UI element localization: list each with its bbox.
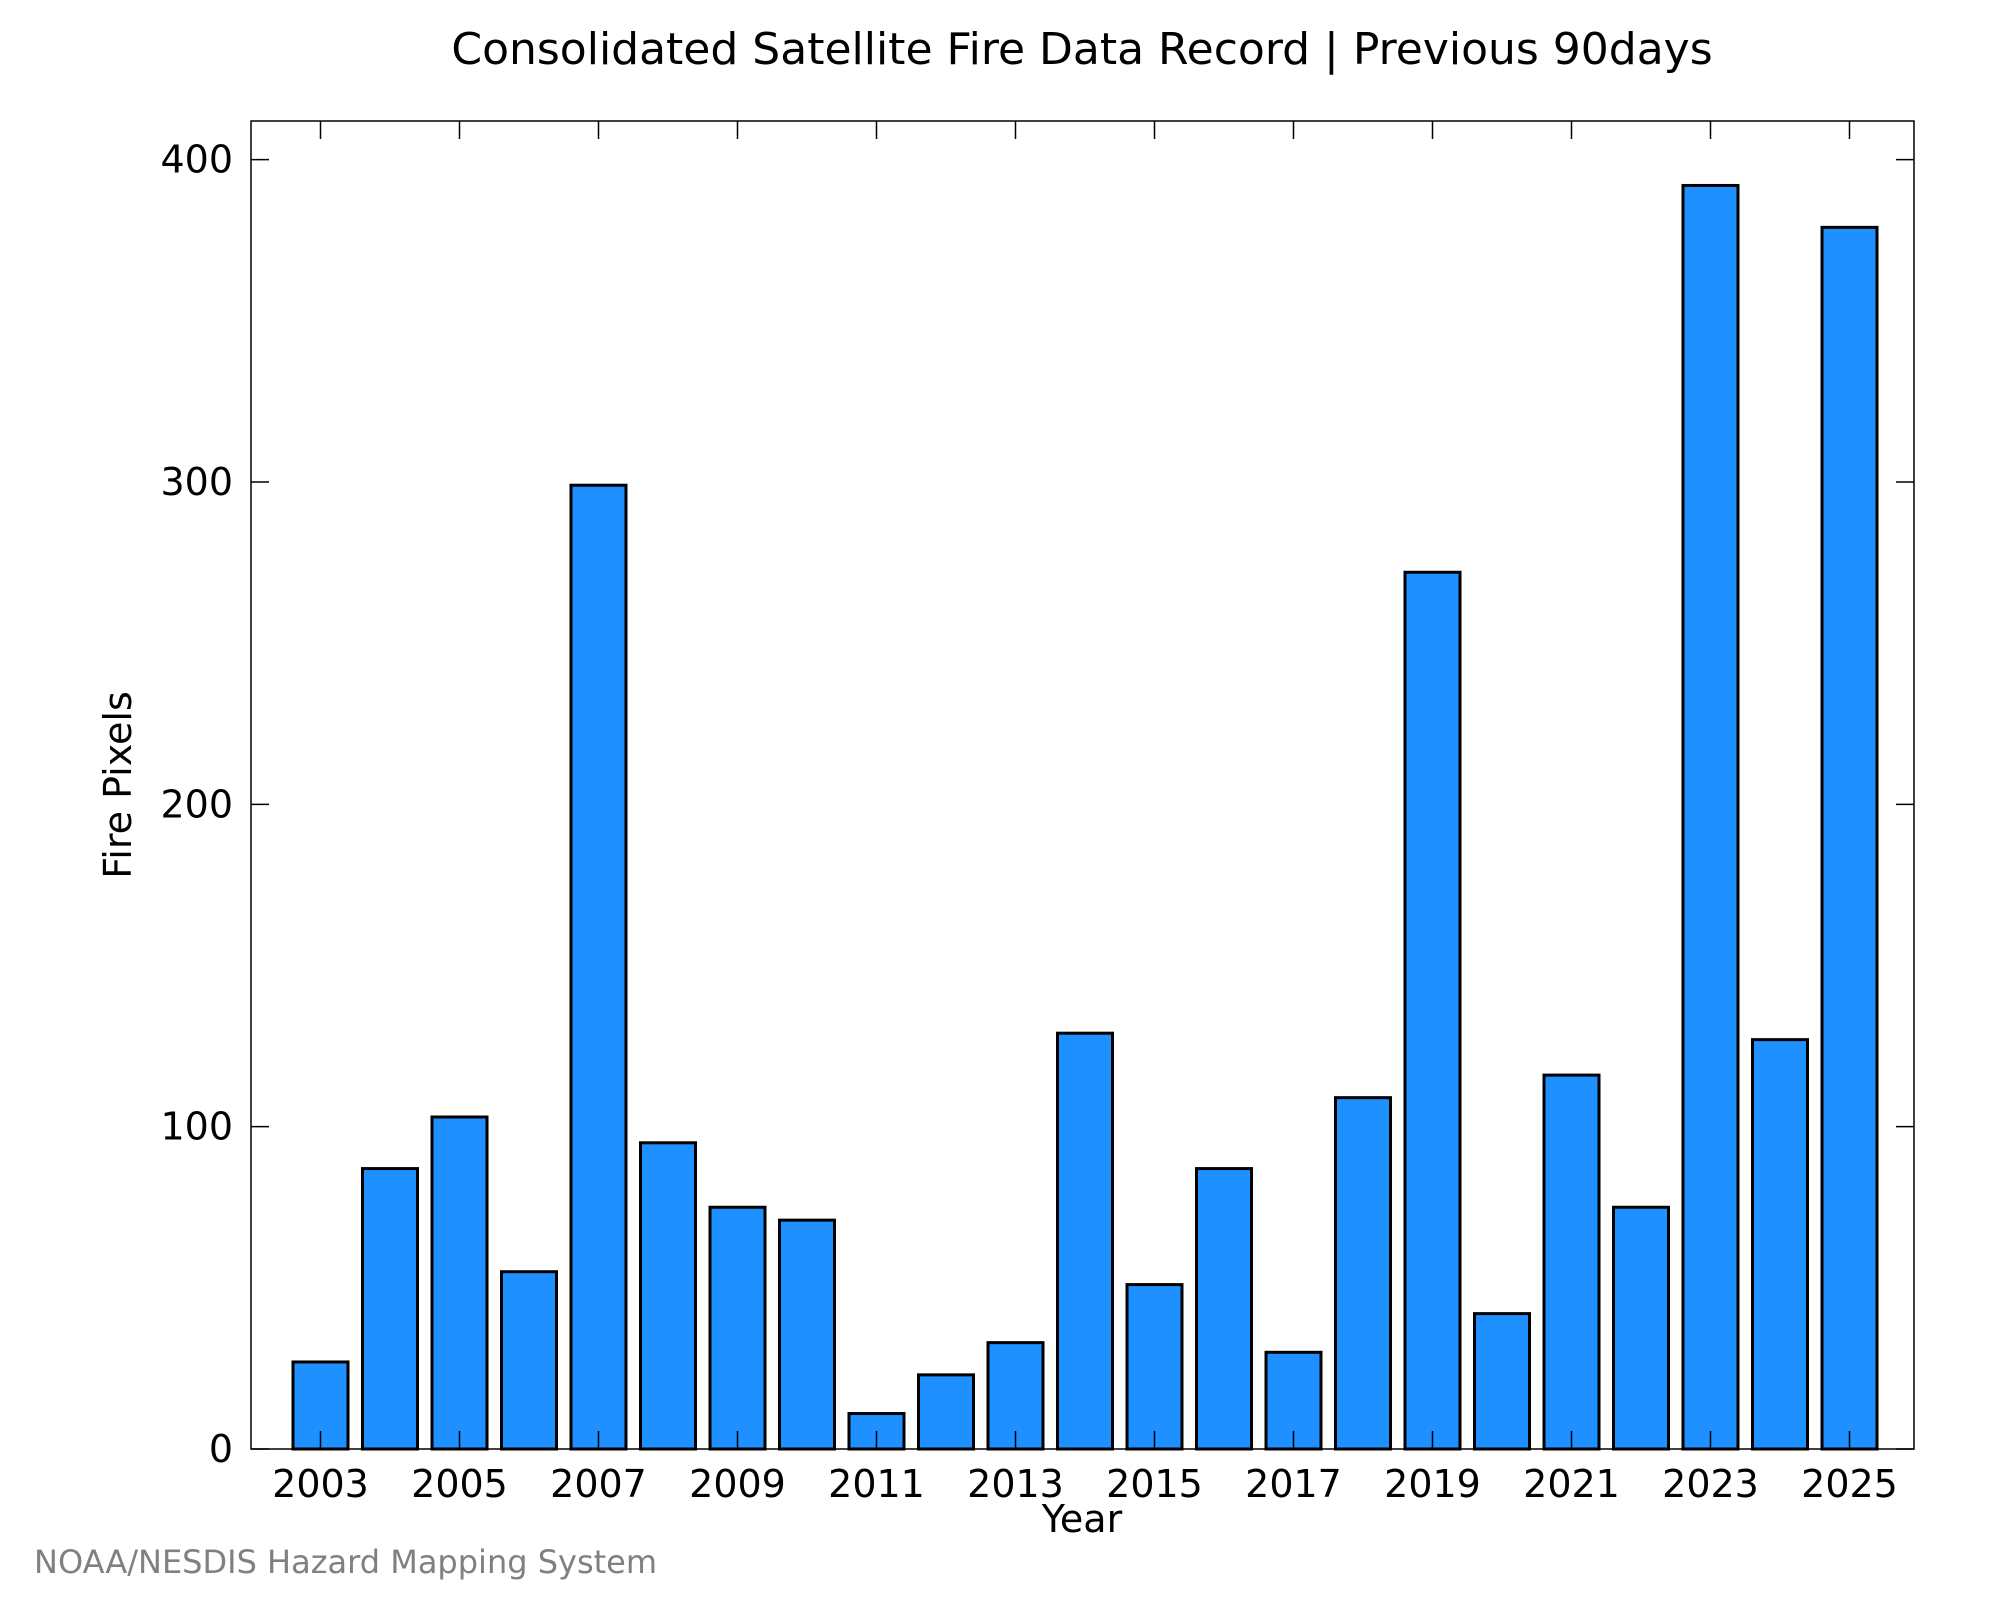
source-credit: NOAA/NESDIS Hazard Mapping System [34,1543,657,1581]
y-tick-label-100: 100 [160,1105,233,1149]
chart-title: Consolidated Satellite Fire Data Record … [451,24,1712,75]
bar-2009 [708,1205,767,1451]
bar-2018 [1334,1096,1392,1451]
y-axis-label: Fire Pixels [96,691,140,879]
y-tick-label-0: 0 [209,1427,233,1471]
x-tick-label-2019: 2019 [1384,1462,1481,1506]
bar-2023 [1681,183,1740,1451]
x-tick-label-2009: 2009 [689,1462,786,1506]
bar-2015 [1125,1283,1184,1451]
bar-2019 [1403,570,1462,1451]
x-tick-label-2015: 2015 [1106,1462,1203,1506]
x-axis-label: Year [1041,1497,1123,1541]
x-tick-label-2017: 2017 [1245,1462,1342,1506]
bar-2008 [639,1141,697,1451]
x-tick-label-2021: 2021 [1523,1462,1620,1506]
x-tick-label-2011: 2011 [828,1462,925,1506]
bar-2020 [1473,1312,1531,1451]
x-tick-label-2023: 2023 [1662,1462,1759,1506]
bar-2016 [1195,1167,1253,1451]
x-tick-label-2025: 2025 [1801,1462,1898,1506]
bars-group [291,183,1879,1451]
bar-2025 [1820,225,1879,1451]
x-tick-label-2007: 2007 [550,1462,647,1506]
bar-2014 [1056,1031,1114,1451]
bar-2004 [361,1167,419,1451]
bar-2010 [778,1218,836,1451]
bar-2006 [500,1270,558,1451]
x-tick-label-2005: 2005 [411,1462,508,1506]
x-tick-label-2003: 2003 [272,1462,369,1506]
bar-2022 [1612,1205,1670,1451]
bar-2007 [569,483,628,1451]
y-tick-label-300: 300 [160,460,233,504]
x-tick-label-2013: 2013 [967,1462,1064,1506]
ticks-group: 0 100 200 300 400 2003 2005 2007 2009 2011 2013 201… [160,121,1914,1506]
y-tick-label-200: 200 [160,782,233,826]
y-tick-label-400: 400 [160,138,233,182]
bar-2021 [1542,1073,1601,1451]
bar-2024 [1751,1038,1809,1451]
plot-frame [250,120,1915,1450]
bar-2012 [917,1373,975,1451]
bar-2005 [430,1115,489,1451]
